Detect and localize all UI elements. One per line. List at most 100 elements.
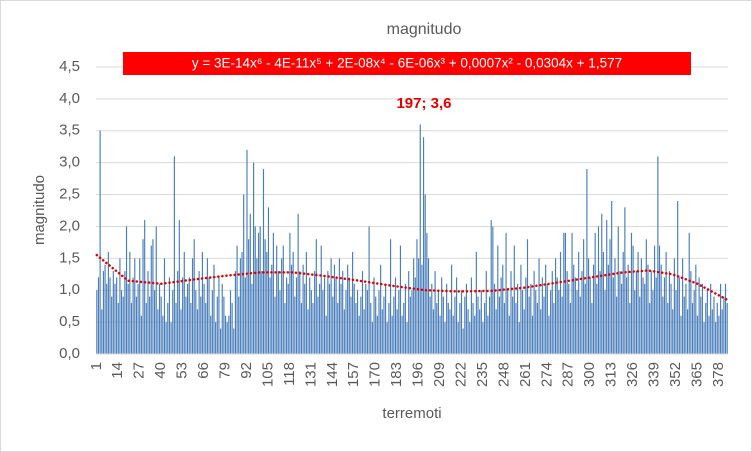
- bar: [629, 302, 631, 354]
- bar: [678, 277, 680, 354]
- bar: [442, 296, 444, 354]
- bar: [446, 283, 448, 354]
- bar: [276, 245, 278, 354]
- bar: [688, 232, 690, 354]
- bar: [389, 239, 392, 354]
- bar: [434, 271, 436, 354]
- x-tick-label: 339: [646, 362, 663, 387]
- bar: [119, 258, 121, 354]
- bar: [424, 194, 426, 354]
- chart-title: magnitudo: [387, 21, 462, 38]
- bar: [705, 302, 707, 354]
- bar: [708, 315, 710, 354]
- bar: [144, 220, 146, 354]
- bar: [102, 271, 105, 354]
- bar: [378, 290, 380, 354]
- bar: [559, 251, 562, 354]
- x-tick-label: 157: [345, 362, 362, 387]
- bar: [325, 315, 327, 354]
- bar: [586, 169, 588, 354]
- bar: [685, 283, 687, 354]
- bar: [409, 296, 411, 354]
- x-tick-label: 66: [195, 362, 212, 379]
- bar: [564, 232, 567, 354]
- x-tick-label: 131: [302, 362, 319, 387]
- x-axis-title: terremoti: [382, 405, 441, 422]
- bar: [401, 315, 403, 354]
- y-axis-title: magnitudo: [31, 175, 48, 245]
- bar: [695, 264, 697, 354]
- bar: [399, 245, 402, 354]
- bar: [233, 328, 235, 354]
- bar: [396, 309, 398, 354]
- bar: [163, 258, 166, 354]
- bar: [683, 296, 685, 354]
- x-tick-label: 300: [581, 362, 598, 387]
- bar: [182, 277, 184, 354]
- bar: [587, 258, 590, 354]
- bar: [241, 251, 243, 354]
- bar: [660, 264, 662, 354]
- bar: [673, 258, 675, 354]
- bar: [221, 283, 223, 354]
- bar: [591, 302, 593, 354]
- x-tick-label: 53: [174, 362, 191, 379]
- bar: [721, 309, 723, 354]
- bar: [342, 271, 344, 354]
- bar: [287, 283, 289, 354]
- bar: [319, 283, 321, 354]
- bar: [426, 232, 428, 354]
- bar: [277, 271, 279, 354]
- bar: [624, 207, 626, 354]
- bar: [649, 302, 651, 354]
- bar: [589, 277, 591, 354]
- bar: [531, 315, 534, 354]
- bar: [528, 296, 530, 354]
- bar: [429, 296, 431, 354]
- bar: [201, 251, 204, 354]
- bar: [561, 296, 563, 354]
- bar: [475, 251, 477, 354]
- x-tick-label: 14: [109, 362, 126, 379]
- bar: [604, 290, 606, 354]
- bar: [411, 290, 413, 354]
- bar: [290, 264, 293, 354]
- bar: [632, 245, 634, 354]
- y-tick-label: 2,5: [59, 186, 80, 203]
- bar: [437, 290, 439, 354]
- bar: [536, 302, 538, 354]
- bar: [160, 296, 162, 354]
- bar: [112, 271, 114, 354]
- bar: [150, 245, 152, 354]
- bar: [548, 315, 550, 354]
- bar: [99, 130, 101, 354]
- bar: [330, 258, 332, 354]
- bar: [173, 156, 175, 354]
- bar: [375, 296, 377, 354]
- bar: [510, 271, 512, 354]
- bar: [627, 264, 629, 354]
- bar: [520, 264, 522, 354]
- bar: [609, 239, 611, 354]
- x-tick-label: 365: [688, 362, 705, 387]
- bar: [462, 328, 464, 354]
- bar: [348, 277, 350, 354]
- bar: [422, 137, 425, 354]
- bar: [436, 302, 438, 354]
- bar: [180, 309, 182, 354]
- y-tick-label: 1,5: [59, 249, 80, 266]
- bar: [155, 226, 157, 354]
- bar: [525, 277, 527, 354]
- bar: [512, 296, 514, 354]
- bar: [320, 245, 322, 354]
- bar: [619, 271, 621, 354]
- bar: [670, 283, 672, 354]
- bar: [327, 271, 329, 354]
- bar: [394, 277, 397, 354]
- bar: [117, 302, 119, 354]
- bar: [724, 283, 727, 354]
- bar: [220, 328, 222, 354]
- bar: [700, 296, 702, 354]
- bar: [441, 277, 443, 354]
- bar: [210, 315, 212, 354]
